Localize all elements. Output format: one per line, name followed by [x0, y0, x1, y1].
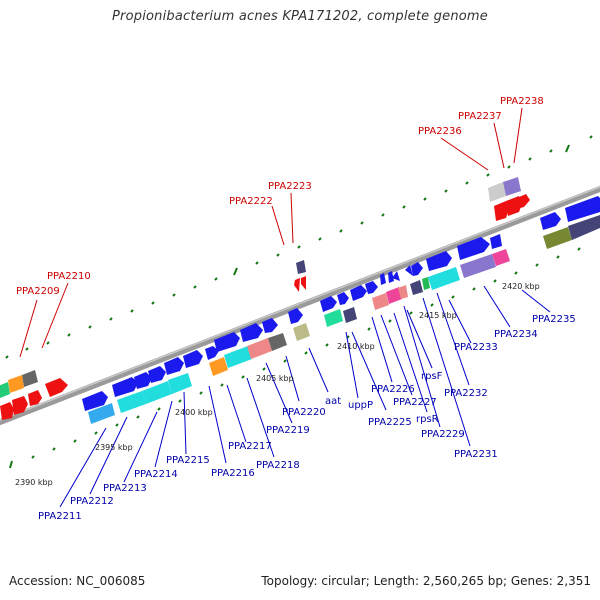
- lower-gene-track: [88, 215, 600, 424]
- gene-arrow: [350, 285, 367, 301]
- backbone-highlight: [0, 186, 600, 421]
- gene-block: [568, 215, 600, 240]
- gene-block: [343, 307, 357, 323]
- gene-arrow: [164, 357, 184, 375]
- gene-arrow: [301, 276, 306, 290]
- gene-arrow: [405, 265, 413, 276]
- gene-arrow: [503, 177, 521, 196]
- gene-block: [293, 323, 310, 341]
- gene-arrow: [337, 292, 349, 305]
- gene-block: [410, 280, 423, 295]
- leader-lines-lower: [59, 285, 551, 508]
- gene-arrow: [0, 402, 14, 420]
- gene-arrow: [0, 382, 10, 398]
- gene-arrow: [296, 260, 306, 274]
- gene-arrow: [426, 251, 452, 271]
- gene-arrow: [494, 201, 509, 221]
- gene-arrow: [288, 308, 303, 324]
- gene-block: [247, 338, 272, 359]
- scale-ticks-lower: [9, 247, 581, 469]
- gene-block: [428, 267, 460, 290]
- gene-arrow: [28, 390, 42, 406]
- gene-block: [117, 391, 146, 413]
- gene-arrow: [134, 372, 152, 389]
- gene-arrow: [294, 278, 300, 292]
- gene-arrow: [411, 262, 423, 276]
- accession-text: Accession: NC_006085: [9, 574, 146, 588]
- gene-arrow: [365, 281, 378, 294]
- gene-block: [460, 254, 496, 278]
- leader-lines-upper: [19, 107, 523, 358]
- gene-arrow: [506, 196, 522, 216]
- gene-arrow: [540, 212, 561, 230]
- gene-block: [168, 373, 192, 394]
- gene-arrow: [320, 296, 337, 312]
- gene-arrow: [490, 234, 502, 249]
- gene-block: [268, 333, 287, 351]
- upper-gene-track: [0, 177, 530, 420]
- gene-arrow: [112, 377, 138, 397]
- forward-gene-track: [82, 196, 600, 411]
- gene-arrow: [488, 182, 506, 202]
- gene-arrow: [565, 196, 600, 222]
- gene-arrow: [22, 370, 38, 387]
- gene-block: [422, 277, 430, 290]
- gene-block: [372, 293, 389, 310]
- gene-arrow: [519, 194, 530, 208]
- gene-arrow: [82, 391, 108, 411]
- gene-arrow: [12, 396, 28, 415]
- gene-arrow: [262, 318, 278, 333]
- gene-block: [492, 249, 510, 266]
- gene-arrow: [8, 375, 24, 393]
- gene-arrow: [214, 332, 240, 352]
- gene-arrow: [183, 350, 203, 368]
- genome-summary-text: Topology: circular; Length: 2,560,265 bp…: [261, 574, 591, 588]
- backbone-line: [0, 185, 600, 426]
- gene-arrow: [45, 378, 68, 397]
- gene-arrow: [392, 271, 400, 281]
- map-title: Propionibacterium acnes KPA171202, compl…: [112, 9, 488, 24]
- gene-arrow: [380, 273, 386, 285]
- gene-arrow: [148, 366, 166, 383]
- gene-arrow: [205, 346, 219, 360]
- gene-block: [142, 381, 172, 404]
- gene-block: [88, 403, 115, 424]
- gene-arrow: [457, 237, 490, 260]
- gene-arrow: [240, 323, 263, 342]
- gene-block: [324, 309, 343, 327]
- gene-block: [386, 287, 402, 304]
- gene-block: [543, 227, 572, 249]
- gene-arrow: [388, 271, 394, 283]
- scale-ticks-upper: [5, 135, 593, 359]
- gene-block: [398, 285, 408, 299]
- gene-block: [209, 357, 228, 376]
- gene-block: [224, 346, 252, 368]
